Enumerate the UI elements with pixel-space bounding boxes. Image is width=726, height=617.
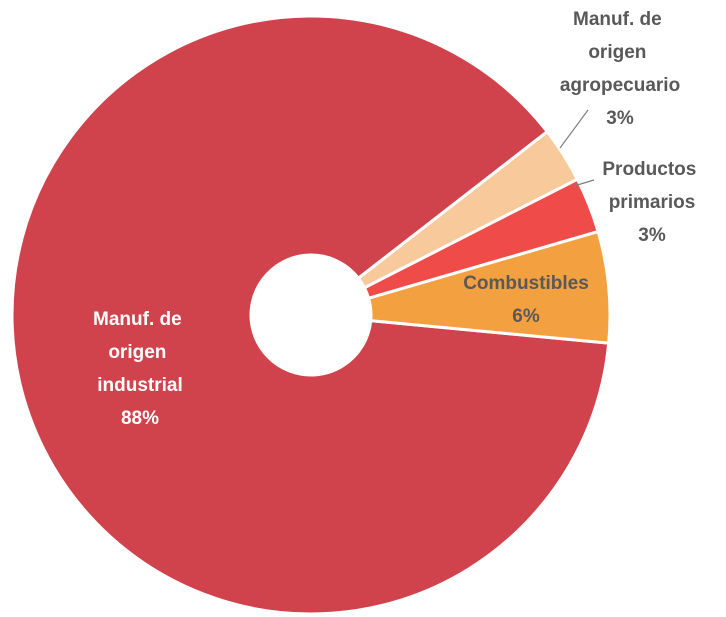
label-line: origen — [108, 342, 171, 363]
value-label: 3% — [638, 225, 666, 246]
label-line: Manuf. de — [573, 9, 667, 30]
value-label: 3% — [606, 108, 634, 129]
category-label: Combustibles — [463, 273, 589, 294]
label-line: industrial — [97, 375, 183, 396]
label-line: agropecuario — [560, 75, 680, 96]
slices — [10, 14, 612, 616]
leader-line — [559, 109, 589, 149]
category-label: Manuf. de origen agropecuario — [560, 9, 680, 96]
label-line: Manuf. de — [93, 309, 187, 330]
label-line: primarios — [609, 192, 696, 213]
value-label: 6% — [512, 306, 540, 327]
category-label: Productos primarios — [602, 159, 701, 213]
label-line: Productos — [602, 159, 701, 180]
labels: Manuf. de origen industrial 88% Manuf. de … — [93, 9, 702, 429]
value-label: 88% — [121, 408, 159, 429]
leader-line — [573, 179, 595, 187]
slice — [10, 14, 611, 616]
label-line: origen — [588, 42, 651, 63]
slice — [367, 230, 612, 345]
label-line: Combustibles — [463, 273, 589, 294]
category-label: Manuf. de origen industrial — [93, 309, 187, 396]
